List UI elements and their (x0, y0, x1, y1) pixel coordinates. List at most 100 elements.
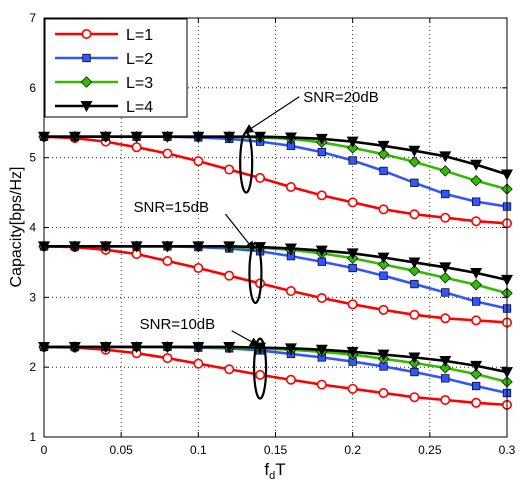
annotation-layer: SNR=20dB SNR=15dB SNR=10dB (134, 89, 379, 400)
marker-diamond (408, 265, 421, 277)
legend-label: L=3 (126, 75, 153, 92)
marker-triangle (254, 131, 267, 143)
marker-triangle (68, 341, 81, 354)
legend-label: L=4 (126, 99, 153, 116)
marker-triangle (408, 145, 421, 157)
marker-diamond (470, 279, 482, 291)
marker-circle (378, 388, 389, 399)
marker-triangle (99, 341, 112, 354)
axis-ticks: 0 0.05 0.1 0.15 0.2 0.25 0.3 1 2 3 4 5 6 7 (29, 11, 515, 457)
marker-triangle (377, 252, 390, 264)
marker-circle (162, 256, 173, 267)
marker-triangle (223, 341, 236, 354)
marker-circle (347, 197, 358, 208)
marker-triangle (68, 131, 81, 143)
snr-annotation: SNR=20dB (239, 89, 379, 194)
marker-circle (471, 216, 482, 227)
annotation-arrow (225, 213, 255, 251)
marker-square (317, 257, 326, 266)
marker-triangle (223, 131, 236, 143)
marker-circle (409, 309, 420, 320)
marker-square (471, 197, 481, 206)
marker-circle (224, 270, 235, 281)
y-tick-label: 2 (29, 360, 36, 374)
marker-triangle (223, 241, 236, 253)
marker-square (441, 189, 450, 199)
legend: L=1 L=2 L=3 L=4 (44, 18, 188, 118)
marker-triangle (99, 131, 112, 143)
x-tick-label: 0.1 (190, 443, 207, 457)
marker-triangle (284, 243, 297, 255)
x-tick-label: 0 (41, 443, 48, 457)
marker-triangle (192, 341, 205, 354)
legend-entry-l2: L=2 (55, 51, 153, 68)
marker-diamond (80, 76, 93, 88)
marker-triangle (377, 349, 390, 361)
marker-triangle (377, 140, 390, 152)
annotation-label: SNR=20dB (303, 89, 378, 106)
series-line (44, 135, 508, 176)
marker-triangle (346, 346, 359, 358)
marker-square (410, 279, 419, 289)
series-L4-snr10db (38, 341, 513, 379)
y-tick-label: 7 (29, 11, 36, 25)
marker-diamond (377, 148, 390, 160)
marker-triangle (439, 355, 452, 368)
marker-triangle (130, 341, 143, 354)
x-axis-label-subscript: d (269, 470, 275, 482)
x-tick-label: 0.05 (109, 443, 133, 457)
x-tick-label: 0.15 (264, 443, 288, 457)
x-tick-label: 0.25 (418, 443, 442, 457)
marker-circle (193, 263, 204, 274)
snr-annotation: SNR=15dB (134, 199, 263, 304)
marker-square (441, 374, 450, 383)
marker-square (379, 166, 388, 176)
annotation-arrow (231, 330, 260, 347)
marker-square (471, 381, 481, 391)
marker-triangle (408, 257, 421, 269)
marker-triangle (470, 360, 483, 372)
marker-triangle (68, 241, 81, 253)
marker-square (348, 156, 357, 165)
marker-triangle (80, 101, 93, 113)
marker-circle (347, 383, 358, 394)
marker-diamond (408, 156, 421, 168)
marker-square (471, 297, 481, 306)
marker-circle (440, 313, 451, 324)
marker-square (410, 367, 419, 377)
marker-triangle (161, 241, 174, 253)
marker-diamond (470, 175, 482, 187)
marker-circle (255, 172, 266, 183)
marker-triangle (192, 131, 205, 143)
x-axis-label-f: f (264, 460, 269, 479)
legend-box (44, 18, 188, 118)
marker-circle (316, 293, 327, 304)
marker-triangle (470, 267, 483, 280)
marker-triangle (284, 343, 297, 355)
marker-circle (255, 369, 266, 380)
marker-triangle (439, 262, 452, 274)
marker-circle (131, 142, 142, 153)
marker-square (410, 178, 419, 187)
series-line (43, 245, 508, 324)
marker-diamond (470, 368, 482, 380)
legend-entry-l3: L=3 (55, 75, 153, 92)
snr-annotation: SNR=10dB (140, 316, 268, 400)
marker-triangle (284, 132, 297, 144)
series-line (44, 245, 508, 282)
marker-circle (316, 379, 327, 390)
series-line (44, 345, 508, 374)
series-L4-snr20db (38, 131, 513, 181)
marker-diamond (439, 362, 451, 374)
marker-circle (162, 353, 173, 364)
marker-triangle (315, 344, 328, 356)
marker-triangle (470, 159, 483, 171)
marker-circle (440, 212, 451, 223)
marker-triangle (192, 241, 205, 253)
legend-entry-l1: L=1 (55, 27, 153, 44)
y-tick-label: 1 (29, 430, 36, 444)
marker-triangle (346, 136, 359, 148)
marker-triangle (439, 151, 452, 163)
annotation-label: SNR=10dB (140, 316, 215, 333)
